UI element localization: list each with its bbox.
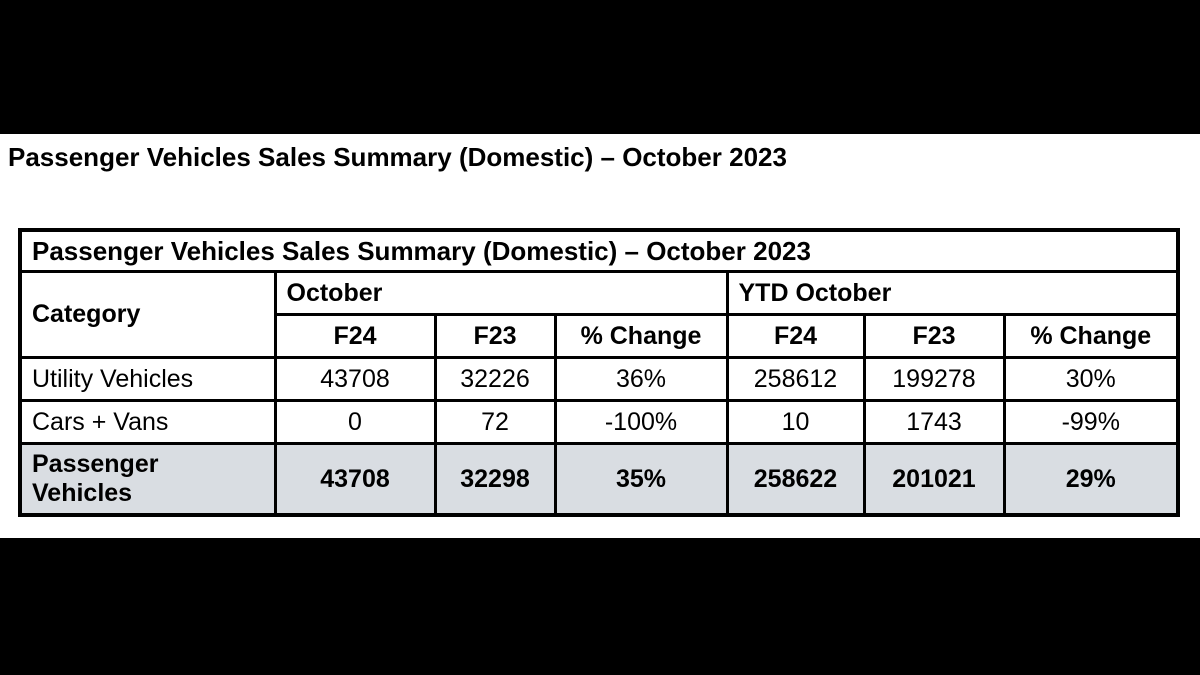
column-header-oct-f24: F24 bbox=[273, 313, 437, 359]
cell-oct-f24: 43708 bbox=[273, 442, 437, 517]
page-title: Passenger Vehicles Sales Summary (Domest… bbox=[8, 142, 787, 172]
cell-ytd-change: 30% bbox=[1002, 356, 1180, 402]
cell-ytd-f23: 199278 bbox=[862, 356, 1006, 402]
cell-oct-f23: 72 bbox=[433, 399, 557, 445]
table-title: Passenger Vehicles Sales Summary (Domest… bbox=[18, 228, 1180, 273]
table-row-cars-vans: Cars + Vans 0 72 -100% 10 1743 -99% bbox=[18, 399, 1180, 445]
cell-ytd-f23: 201021 bbox=[862, 442, 1006, 517]
column-header-ytd-f23: F23 bbox=[862, 313, 1006, 359]
table-row-utility-vehicles: Utility Vehicles 43708 32226 36% 258612 … bbox=[18, 356, 1180, 402]
column-header-category: Category bbox=[18, 270, 277, 359]
column-header-ytd-f24: F24 bbox=[725, 313, 866, 359]
table-title-row: Passenger Vehicles Sales Summary (Domest… bbox=[18, 228, 1180, 273]
document-area: Passenger Vehicles Sales Summary (Domest… bbox=[0, 134, 1200, 538]
cell-oct-f23: 32226 bbox=[433, 356, 557, 402]
cell-oct-change: 36% bbox=[553, 356, 729, 402]
letterbox-top bbox=[0, 0, 1200, 134]
group-header-ytd-october: YTD October bbox=[725, 270, 1180, 316]
letterbox-bottom bbox=[0, 538, 1200, 675]
column-header-ytd-change: % Change bbox=[1002, 313, 1180, 359]
cell-oct-change: -100% bbox=[553, 399, 729, 445]
cell-ytd-change: 29% bbox=[1002, 442, 1180, 517]
column-header-oct-f23: F23 bbox=[433, 313, 557, 359]
sales-summary-table: Passenger Vehicles Sales Summary (Domest… bbox=[18, 228, 1181, 517]
cell-oct-f24: 43708 bbox=[273, 356, 437, 402]
table-group-header-row: Category October YTD October bbox=[18, 270, 1180, 359]
cell-category: Cars + Vans bbox=[18, 399, 277, 445]
group-header-october: October bbox=[273, 270, 729, 316]
cell-ytd-f23: 1743 bbox=[862, 399, 1006, 445]
cell-ytd-f24: 258622 bbox=[725, 442, 866, 517]
cell-category: Utility Vehicles bbox=[18, 356, 277, 402]
table-subheader-row: F24 F23 % Change F24 F23 % Change bbox=[20, 313, 1180, 359]
cell-oct-f23: 32298 bbox=[433, 442, 557, 517]
table-row-passenger-vehicles-total: Passenger Vehicles 43708 32298 35% 25862… bbox=[18, 442, 1180, 517]
cell-ytd-change: -99% bbox=[1002, 399, 1180, 445]
cell-ytd-f24: 10 bbox=[725, 399, 866, 445]
cell-ytd-f24: 258612 bbox=[725, 356, 866, 402]
cell-oct-f24: 0 bbox=[273, 399, 437, 445]
cell-category: Passenger Vehicles bbox=[18, 442, 277, 517]
cell-oct-change: 35% bbox=[553, 442, 729, 517]
column-header-oct-change: % Change bbox=[553, 313, 729, 359]
